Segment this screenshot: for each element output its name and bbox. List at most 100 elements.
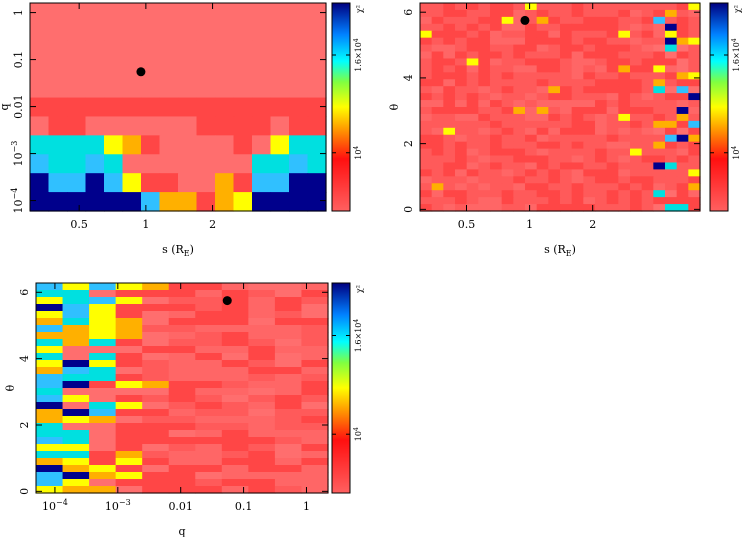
heatmap-cell: [195, 451, 223, 459]
heatmap-cell: [560, 9, 573, 18]
heatmap-cell: [618, 86, 631, 94]
best-fit-point: [136, 67, 146, 77]
heatmap-cell: [85, 173, 105, 193]
colorbar: [331, 2, 351, 212]
heatmap-cell: [688, 197, 701, 205]
heatmap-cell: [630, 113, 643, 122]
heatmap-cell: [525, 183, 538, 191]
heatmap-cell: [653, 72, 666, 80]
heatmap-cell: [141, 116, 161, 136]
heatmap-cell: [606, 37, 619, 46]
heatmap-cell: [513, 58, 526, 66]
heatmap-cell: [159, 135, 179, 155]
heatmap-cell: [115, 367, 143, 375]
heatmap-cell: [196, 3, 216, 23]
heatmap-cell: [115, 395, 143, 403]
heatmap-cell: [104, 154, 124, 174]
heatmap-cell: [653, 155, 666, 164]
heatmap-cell: [641, 169, 654, 177]
heatmap-cell: [252, 192, 272, 212]
heatmap-cell: [168, 388, 196, 396]
heatmap-cell: [142, 465, 170, 473]
heatmap-cell: [274, 486, 303, 494]
heatmap-cell: [196, 135, 216, 155]
heatmap-cell: [595, 23, 608, 32]
heatmap-cell: [618, 37, 631, 46]
heatmap-cell: [141, 59, 161, 80]
heatmap-cell: [85, 97, 105, 118]
heatmap-cell: [431, 197, 444, 205]
heatmap-cell: [62, 416, 90, 424]
heatmap-cell: [571, 37, 584, 46]
heatmap-cell: [513, 100, 526, 108]
heatmap-cell: [36, 416, 64, 424]
heatmap-cell: [595, 100, 608, 108]
heatmap-cell: [36, 430, 64, 438]
heatmap-cell: [618, 44, 631, 53]
heatmap-cell: [548, 58, 561, 66]
heatmap-cell: [455, 183, 468, 191]
heatmap-cell: [168, 444, 196, 452]
heatmap-cell: [248, 311, 276, 319]
heatmap-cell: [89, 465, 117, 473]
heatmap-cell: [115, 430, 143, 438]
heatmap-cell: [688, 51, 701, 60]
heatmap-cell: [571, 197, 584, 205]
colorbar-label: 1.6×104: [353, 319, 363, 353]
heatmap-cell: [248, 444, 276, 452]
heatmap-cell: [115, 444, 143, 452]
heatmap-cell: [653, 3, 666, 11]
heatmap-cell: [141, 21, 161, 42]
y-tick-label: 4: [402, 74, 415, 81]
heatmap-cell: [89, 290, 117, 298]
heatmap-cell: [36, 409, 64, 417]
heatmap-cell: [221, 367, 249, 375]
heatmap-cell: [420, 3, 433, 11]
heatmap-cell: [490, 107, 503, 115]
heatmap-cell: [606, 9, 619, 18]
heatmap-cell: [618, 183, 631, 191]
heatmap-cell: [455, 107, 468, 115]
heatmap-cell: [571, 44, 584, 53]
heatmap-cell: [653, 148, 666, 157]
heatmap-cell: [30, 78, 50, 99]
heatmap-cell: [221, 290, 249, 298]
heatmap-cell: [307, 3, 327, 23]
heatmap-cell: [159, 97, 179, 118]
heatmap-cell: [595, 3, 608, 11]
heatmap-cell: [466, 155, 479, 164]
heatmap-cell: [455, 134, 468, 143]
heatmap-cell: [168, 290, 196, 298]
heatmap-cell: [196, 173, 216, 193]
heatmap-cell: [168, 339, 196, 347]
heatmap-cell: [141, 173, 161, 193]
heatmap-cell: [606, 107, 619, 115]
heatmap-cell: [606, 141, 619, 150]
heatmap-cell: [583, 51, 596, 60]
heatmap-cell: [466, 162, 479, 170]
heatmap-cell: [301, 486, 329, 494]
heatmap-cell: [248, 402, 276, 410]
heatmap-cell: [36, 346, 64, 354]
heatmap-cell: [513, 72, 526, 80]
heatmap-cell: [525, 44, 538, 53]
heatmap-cell: [443, 183, 456, 191]
heatmap-cell: [30, 59, 50, 80]
heatmap-cell: [536, 72, 549, 80]
heatmap-cell: [248, 395, 276, 403]
heatmap-cell: [431, 65, 444, 73]
heatmap-cell: [548, 3, 561, 11]
heatmap-cell: [466, 72, 479, 80]
heatmap-cell: [168, 409, 196, 417]
heatmap-cell: [248, 465, 276, 473]
heatmap-cell: [548, 120, 561, 129]
colorbar: [331, 282, 351, 494]
heatmap-cell: [89, 409, 117, 417]
heatmap-cell: [115, 465, 143, 473]
heatmap-cell: [443, 30, 456, 39]
heatmap-cell: [195, 381, 223, 389]
heatmap-cell: [618, 113, 631, 122]
heatmap-cell: [560, 148, 573, 157]
heatmap-cell: [490, 169, 503, 177]
heatmap-cell: [221, 318, 249, 326]
